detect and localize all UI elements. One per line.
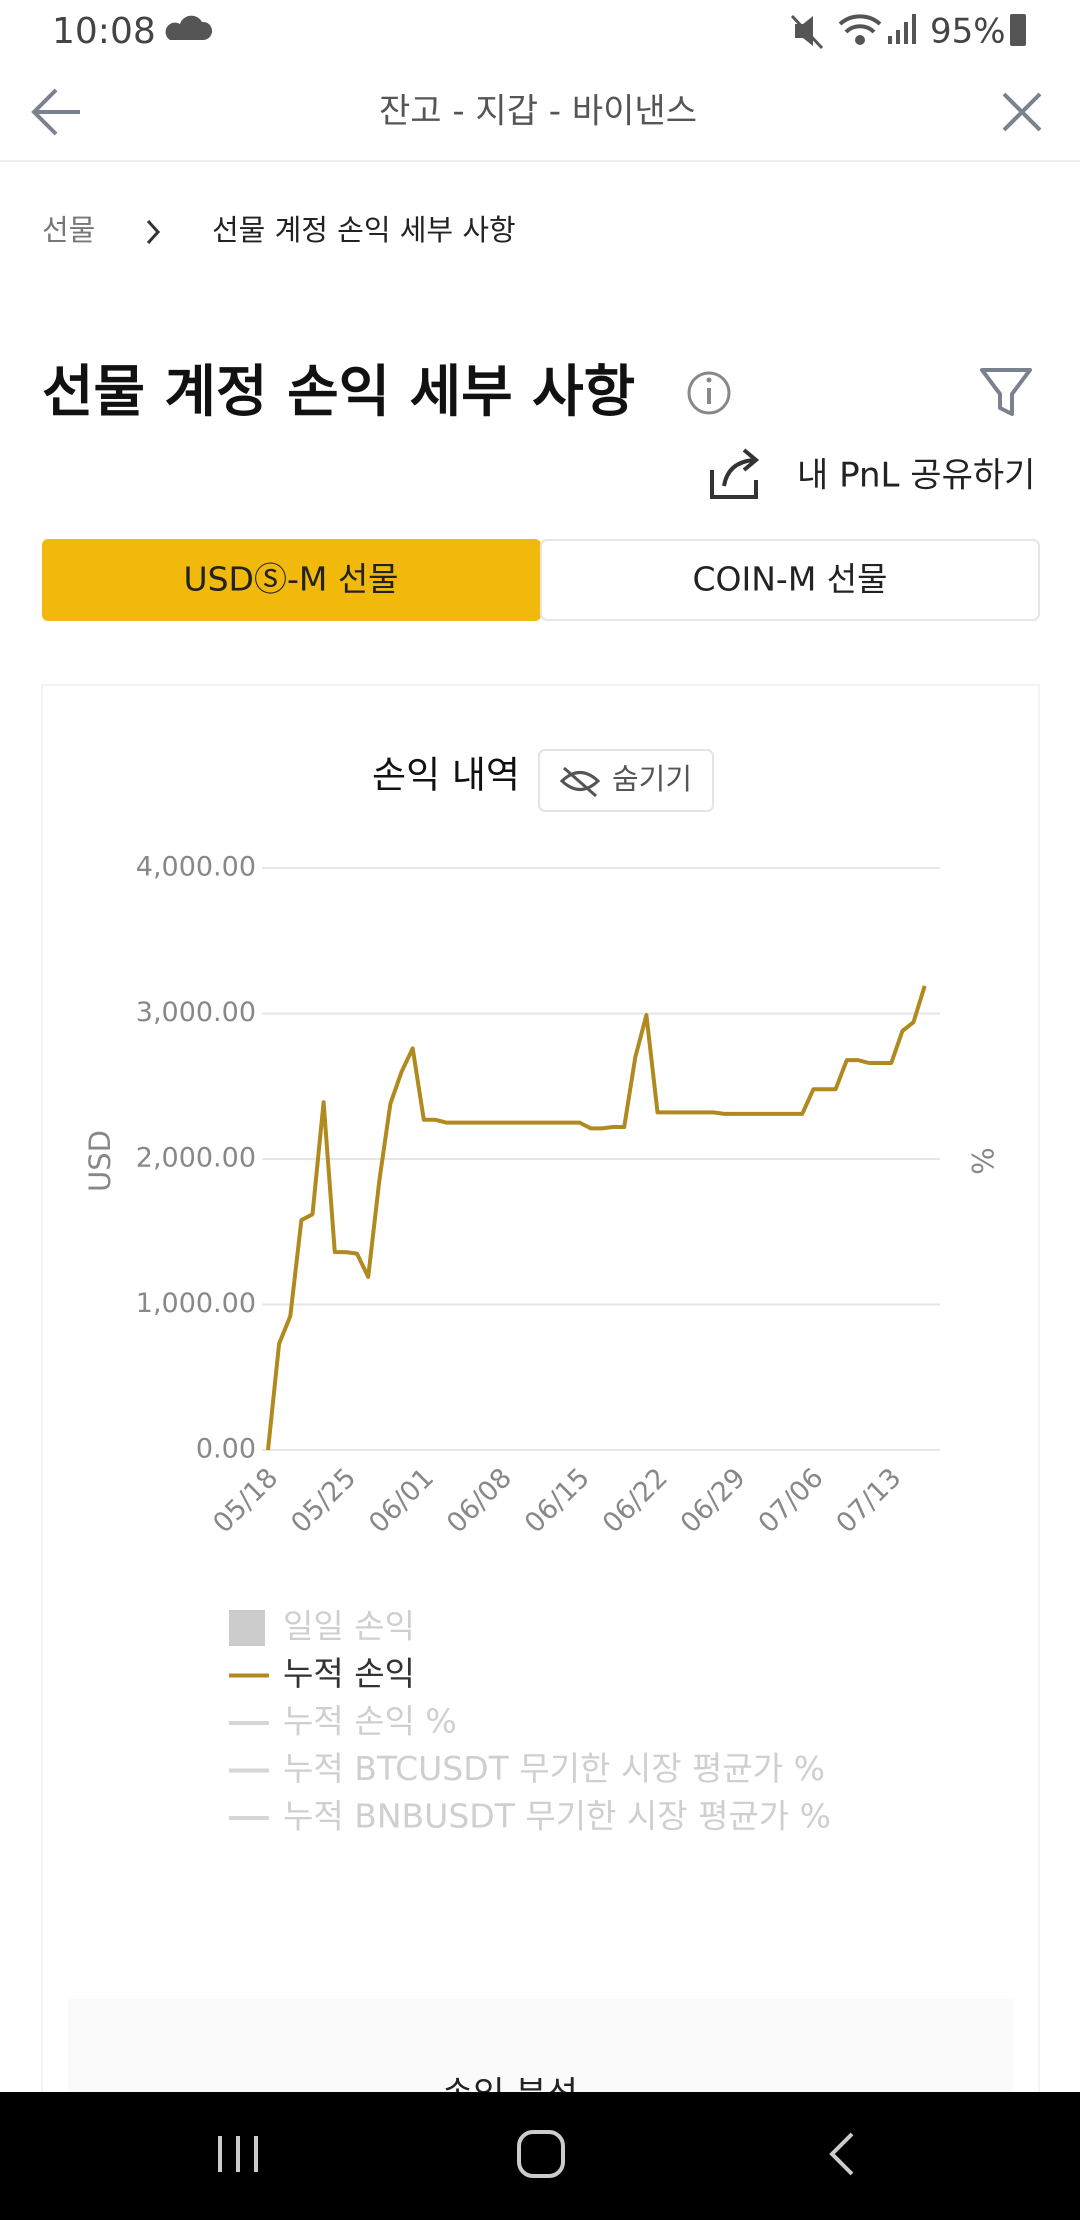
tab-label[interactable]: USDⓈ-M 선물 [183, 560, 398, 599]
battery-icon [1010, 14, 1026, 46]
y-tick-label: 3,000.00 [136, 997, 256, 1028]
share-icon[interactable] [710, 448, 760, 499]
signal-icon [888, 14, 916, 44]
y-tick-label: 0.00 [196, 1434, 256, 1465]
cloud-icon [165, 15, 213, 40]
page-heading: 선물 계정 손익 세부 사항 [42, 360, 635, 425]
mute-icon [790, 14, 824, 50]
tab-active[interactable] [42, 539, 541, 621]
status-time: 10:08 [52, 11, 156, 52]
wifi-icon [838, 14, 882, 45]
breadcrumb-current: 선물 계정 손익 세부 사항 [212, 213, 516, 247]
home-button[interactable] [517, 2130, 565, 2178]
back-nav-button[interactable] [829, 2132, 854, 2176]
breadcrumb-parent[interactable]: 선물 [42, 213, 95, 247]
line-series [266, 985, 927, 1451]
legend-label[interactable]: 누적 손익 % [283, 1702, 457, 1741]
chart-title: 손익 내역 [372, 754, 520, 797]
chart-card [41, 684, 1040, 2220]
y-tick-label: 2,000.00 [136, 1143, 256, 1174]
header-title: 잔고 - 지갑 - 바이낸스 [379, 92, 697, 132]
close-button[interactable] [1002, 92, 1042, 132]
legend-label[interactable]: 누적 BTCUSDT 무기한 시장 평균가 % [283, 1749, 825, 1788]
back-button[interactable] [31, 88, 80, 136]
share-pnl[interactable]: 내 PnL 공유하기 [797, 456, 1035, 496]
y-tick-label: 1,000.00 [136, 1288, 256, 1319]
tab-label[interactable]: COIN-M 선물 [692, 560, 887, 599]
info-icon[interactable] [687, 371, 731, 415]
hide-button-label[interactable]: 숨기기 [612, 762, 692, 796]
y2-axis-label: % [965, 1147, 999, 1175]
legend-label[interactable]: 누적 손익 [283, 1654, 415, 1693]
recents-button[interactable] [218, 2136, 258, 2172]
legend-label[interactable]: 누적 BNBUSDT 무기한 시장 평균가 % [283, 1797, 831, 1836]
battery-level: 95% [930, 12, 1006, 52]
y-tick-label: 4,000.00 [136, 852, 256, 883]
hide-icon [559, 766, 601, 798]
filter-button[interactable] [980, 368, 1032, 416]
legend-label[interactable]: 일일 손익 [283, 1607, 415, 1646]
navigation-bar [0, 2092, 1080, 2220]
hide-button[interactable] [538, 749, 714, 812]
breadcrumb-chevron [146, 219, 161, 245]
legend-marker [229, 1610, 265, 1646]
y-axis-label: USD [83, 1130, 117, 1192]
tab-inactive[interactable] [540, 539, 1040, 621]
